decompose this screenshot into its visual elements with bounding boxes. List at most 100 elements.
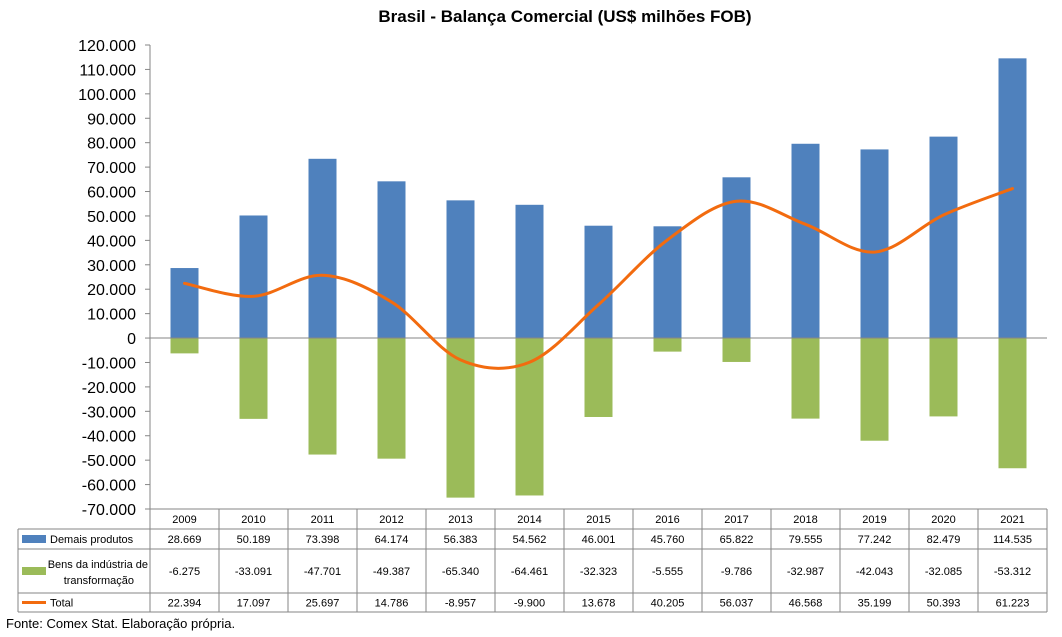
bar-bens-2010	[239, 338, 268, 419]
table-year-2012: 2012	[379, 514, 403, 526]
table-year-2016: 2016	[655, 514, 679, 526]
table-year-2010: 2010	[241, 514, 265, 526]
y-tick-label: 0	[127, 331, 136, 348]
table-cell-2-2021: 61.223	[996, 598, 1030, 610]
table-cell-2-2018: 46.568	[789, 598, 823, 610]
table-cell-0-2009: 28.669	[168, 534, 202, 546]
y-tick-label: 20.000	[87, 282, 136, 299]
total-line-path	[183, 187, 1014, 370]
table-cell-2-2013: -8.957	[445, 598, 476, 610]
y-tick-label: 120.000	[78, 38, 136, 55]
table-cell-0-2010: 50.189	[237, 534, 271, 546]
table-cell-2-2020: 50.393	[927, 598, 961, 610]
table-cell-1-2012: -49.387	[373, 566, 410, 578]
table-cell-0-2014: 54.562	[513, 534, 547, 546]
bar-bens-2009	[170, 338, 199, 354]
y-tick-label: 90.000	[87, 111, 136, 128]
table-year-2020: 2020	[931, 514, 955, 526]
table-year-2011: 2011	[311, 514, 335, 526]
bar-bens-2012	[377, 338, 406, 459]
data-table: 2009 2010 2011 2012 2013 2014 2015 2016 2017 2018…	[17, 508, 1048, 613]
bar-bens-2013	[446, 338, 475, 498]
y-tick-label: -60.000	[82, 478, 136, 495]
legend-label-1-line1: Bens da indústria de	[48, 559, 148, 571]
table-year-2017: 2017	[724, 514, 748, 526]
table-cell-2-2019: 35.199	[858, 598, 892, 610]
table-year-2021: 2021	[1000, 514, 1024, 526]
y-tick-label: 100.000	[78, 87, 136, 104]
table-cell-1-2010: -33.091	[235, 566, 272, 578]
bars	[170, 58, 1027, 498]
table-cell-0-2013: 56.383	[444, 534, 478, 546]
bar-bens-2018	[791, 338, 820, 419]
bar-demais-2009	[170, 268, 199, 339]
table-cell-1-2018: -32.987	[787, 566, 824, 578]
bar-demais-2014	[515, 204, 544, 339]
y-tick-label: 80.000	[87, 136, 136, 153]
y-tick-label: -40.000	[82, 429, 136, 446]
table-cell-0-2018: 79.555	[789, 534, 823, 546]
y-tick-label: 70.000	[87, 160, 136, 177]
table-cell-0-2020: 82.479	[927, 534, 961, 546]
y-tick-label: -50.000	[82, 453, 136, 470]
table-cell-2-2010: 17.097	[237, 598, 271, 610]
bar-demais-2011	[308, 158, 337, 339]
table-year-2009: 2009	[172, 514, 196, 526]
table-cell-0-2017: 65.822	[720, 534, 754, 546]
y-tick-label: 10.000	[87, 307, 136, 324]
table-cell-0-2021: 114.535	[993, 534, 1032, 546]
bar-demais-2010	[239, 215, 268, 339]
y-tick-label: 110.000	[79, 62, 136, 79]
table-cell-2-2017: 56.037	[720, 598, 754, 610]
legend-key-0	[22, 535, 46, 543]
bar-demais-2013	[446, 200, 475, 339]
table-cell-1-2020: -32.085	[925, 566, 962, 578]
bar-bens-2019	[860, 338, 889, 441]
y-axis: 120.000 110.000 100.000 90.000 80.000 70.000 6…	[78, 38, 151, 519]
y-tick-label: -30.000	[82, 404, 136, 421]
y-tick-label: 30.000	[87, 258, 136, 275]
table-cell-1-2009: -6.275	[169, 566, 200, 578]
y-tick-label: -70.000	[82, 502, 136, 519]
table-cell-2-2016: 40.205	[651, 598, 685, 610]
legend-label-0: Demais produtos	[50, 534, 134, 546]
table-year-2013: 2013	[448, 514, 472, 526]
table-cell-1-2017: -9.786	[721, 566, 752, 578]
legend-label-2: Total	[50, 598, 73, 610]
bar-demais-2018	[791, 143, 820, 339]
table-cell-2-2011: 25.697	[306, 598, 340, 610]
y-tick-label: 40.000	[87, 233, 136, 250]
table-cell-2-2012: 14.786	[375, 598, 409, 610]
bar-demais-2016	[653, 226, 682, 339]
table-cell-1-2013: -65.340	[442, 566, 479, 578]
table-cell-2-2015: 13.678	[582, 598, 616, 610]
table-year-2019: 2019	[862, 514, 886, 526]
table-cell-0-2012: 64.174	[375, 534, 409, 546]
y-tick-label: -10.000	[82, 355, 136, 372]
bar-bens-2016	[653, 338, 682, 352]
table-cell-1-2014: -64.461	[511, 566, 548, 578]
bar-demais-2015	[584, 225, 613, 339]
table-cell-1-2016: -5.555	[652, 566, 683, 578]
bar-bens-2011	[308, 338, 337, 455]
table-year-2014: 2014	[517, 514, 541, 526]
bar-demais-2021	[998, 58, 1027, 339]
table-cell-1-2011: -47.701	[304, 566, 341, 578]
bar-demais-2012	[377, 181, 406, 339]
table-cell-0-2011: 73.398	[306, 534, 340, 546]
bar-bens-2021	[998, 338, 1027, 469]
bar-bens-2017	[722, 338, 751, 362]
table-cell-1-2019: -42.043	[856, 566, 893, 578]
legend-label-1-line2: transformação	[64, 575, 134, 587]
table-year-2015: 2015	[586, 514, 610, 526]
table-cell-1-2015: -32.323	[580, 566, 617, 578]
bar-bens-2015	[584, 338, 613, 417]
table-year-2018: 2018	[793, 514, 817, 526]
table-cell-0-2019: 77.242	[858, 534, 892, 546]
table-cell-2-2014: -9.900	[514, 598, 545, 610]
table-cell-2-2009: 22.394	[168, 598, 202, 610]
y-tick-label: 60.000	[87, 185, 136, 202]
y-tick-label: -20.000	[82, 380, 136, 397]
